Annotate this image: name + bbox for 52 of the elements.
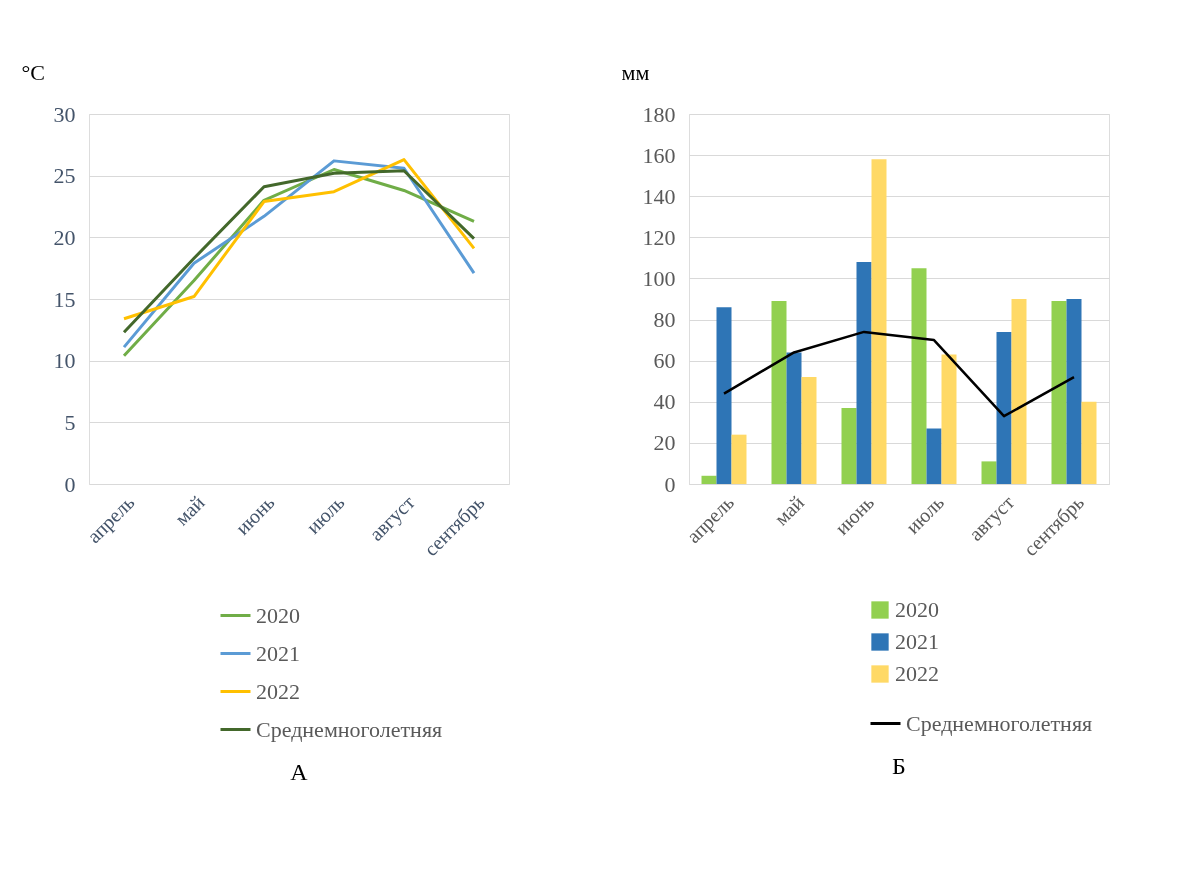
text: А [290, 759, 309, 785]
bar [841, 407, 857, 484]
bar [1051, 301, 1067, 484]
legend-label: Среднемноголетняя [906, 710, 1093, 736]
y-tick-label: 10 [53, 348, 76, 374]
x-tick-label: июль [901, 491, 949, 538]
legend-label: Среднемноголетняя [256, 716, 443, 742]
bar [856, 262, 872, 484]
bar [981, 461, 997, 484]
bar [771, 301, 787, 484]
y-tick-label: 20 [53, 224, 76, 250]
bar [926, 428, 942, 484]
legend-label: 2022 [256, 678, 300, 704]
y-tick-label: 180 [642, 101, 676, 127]
y-tick-label: 60 [653, 348, 676, 374]
bar [731, 434, 747, 484]
y-tick-label: 30 [53, 101, 76, 127]
x-tick-label: июль [301, 491, 349, 538]
bar [1081, 401, 1097, 484]
y-axis-title: °C [21, 59, 45, 85]
bar [996, 331, 1012, 484]
y-tick-label: 120 [642, 224, 676, 250]
legend-label: 2021 [895, 629, 939, 654]
y-tick-label: 5 [64, 409, 76, 435]
bar [716, 307, 732, 484]
y-tick-label: 15 [53, 286, 76, 312]
text: Б [892, 753, 906, 779]
y-tick-label: 100 [642, 265, 676, 291]
legend-label: 2021 [256, 640, 300, 666]
y-tick-label: 40 [653, 389, 676, 415]
bar [1011, 299, 1027, 484]
legend-label: 2020 [256, 602, 300, 628]
bar [786, 352, 802, 484]
x-tick-label: май [769, 490, 809, 530]
x-tick-label: май [170, 490, 209, 530]
bar [801, 377, 817, 484]
bar [941, 354, 957, 484]
bar [911, 268, 927, 484]
line-series [722, 330, 1076, 418]
bar [1066, 299, 1082, 484]
legend-label: 2022 [895, 661, 939, 686]
bar [871, 159, 887, 484]
y-tick-label: 160 [642, 142, 676, 168]
legend-label: 2020 [895, 597, 939, 622]
y-tick-label: 80 [653, 307, 676, 333]
y-tick-label: 0 [64, 471, 76, 497]
y-tick-label: 0 [664, 471, 676, 497]
bar [701, 475, 717, 484]
y-tick-label: 140 [642, 183, 676, 209]
y-tick-label: 20 [653, 430, 676, 456]
y-axis-title: мм [621, 59, 650, 85]
y-tick-label: 25 [53, 163, 76, 189]
